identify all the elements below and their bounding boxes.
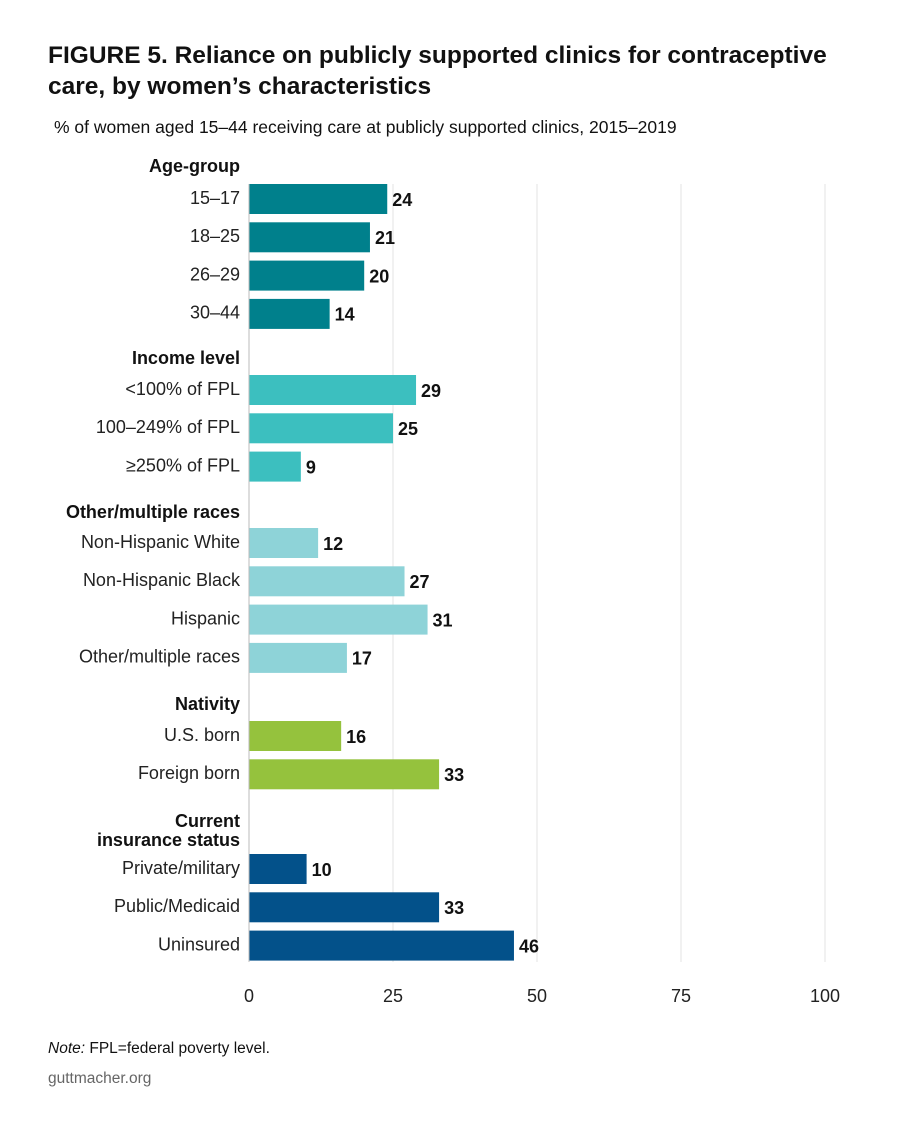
- note-text: FPL=federal poverty level.: [89, 1040, 270, 1057]
- category-label: 15–17: [190, 188, 240, 208]
- bar: [249, 721, 342, 751]
- bar: [249, 892, 440, 923]
- category-label: Public/Medicaid: [114, 896, 240, 916]
- bar: [249, 260, 365, 291]
- bar: [249, 222, 370, 253]
- note-label: Note:: [48, 1040, 86, 1057]
- chart-note: Note: FPL=federal poverty level.: [48, 1040, 270, 1058]
- category-label: Foreign born: [138, 763, 240, 783]
- category-label: <100% of FPL: [125, 379, 240, 399]
- bar: [249, 298, 330, 329]
- data-label: 21: [375, 228, 395, 248]
- category-label: U.S. born: [164, 725, 240, 745]
- data-label: 29: [421, 381, 441, 401]
- group-header: insurance status: [97, 830, 240, 850]
- category-label: 18–25: [190, 226, 240, 246]
- group-header: Age-group: [149, 156, 240, 176]
- data-label: 27: [410, 572, 430, 592]
- bar: [249, 759, 440, 790]
- bar: [249, 930, 514, 961]
- category-label: ≥250% of FPL: [126, 455, 240, 475]
- data-label: 33: [444, 898, 464, 918]
- category-label: Non-Hispanic White: [81, 532, 240, 552]
- x-tick-label: 0: [244, 986, 254, 1006]
- category-label: 26–29: [190, 264, 240, 284]
- data-label: 31: [433, 610, 453, 630]
- group-header: Current: [175, 811, 240, 831]
- category-label: Other/multiple races: [79, 647, 240, 667]
- bar: [249, 375, 417, 405]
- group-header: Other/multiple races: [66, 502, 240, 522]
- data-label: 20: [369, 266, 389, 286]
- category-label: Private/military: [122, 858, 240, 878]
- x-tick-label: 100: [810, 986, 840, 1006]
- group-header: Nativity: [175, 694, 240, 714]
- bar: [249, 413, 393, 444]
- data-label: 16: [346, 727, 366, 747]
- data-label: 17: [352, 649, 372, 669]
- data-label: 24: [392, 190, 412, 210]
- data-label: 10: [312, 860, 332, 880]
- category-label: Hispanic: [171, 608, 240, 628]
- bar: [249, 528, 319, 558]
- bar: [249, 184, 388, 214]
- bar: [249, 566, 405, 597]
- group-header: Income level: [132, 348, 240, 368]
- chart-title: FIGURE 5. Reliance on publicly supported…: [48, 42, 827, 100]
- data-label: 46: [519, 936, 539, 956]
- source-credit: guttmacher.org: [48, 1070, 152, 1087]
- bar: [249, 642, 347, 673]
- chart-subtitle: % of women aged 15–44 receiving care at …: [54, 117, 677, 137]
- category-label: 100–249% of FPL: [96, 417, 240, 437]
- data-label: 25: [398, 419, 418, 439]
- bar: [249, 451, 301, 482]
- category-label: Non-Hispanic Black: [83, 570, 241, 590]
- data-label: 9: [306, 457, 316, 477]
- data-label: 33: [444, 765, 464, 785]
- category-label: Uninsured: [158, 934, 240, 954]
- x-tick-label: 75: [671, 986, 691, 1006]
- category-label: 30–44: [190, 303, 240, 323]
- bar: [249, 604, 428, 635]
- x-tick-label: 50: [527, 986, 547, 1006]
- bar: [249, 854, 307, 884]
- x-tick-label: 25: [383, 986, 403, 1006]
- data-label: 12: [323, 534, 343, 554]
- data-label: 14: [335, 305, 355, 325]
